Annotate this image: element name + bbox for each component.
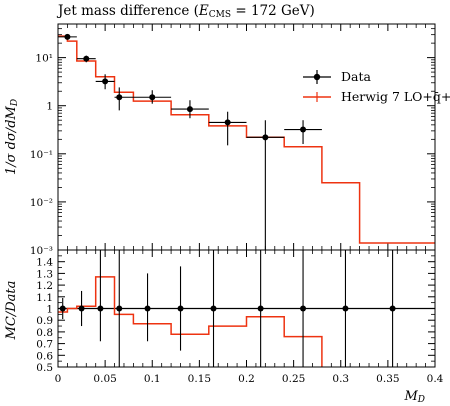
ratio-frame <box>57 249 436 368</box>
x-axis-label: MD <box>403 389 425 405</box>
x-tick-label: 0.35 <box>376 373 399 385</box>
ratio-data-point <box>210 305 217 312</box>
main-panel: 10⁻³ 10⁻² 10⁻¹ 1 10¹ 1/σ dσ/dMD <box>4 23 436 257</box>
main-y-tick-label: 10⁻³ <box>30 245 53 257</box>
legend-label-mc: Herwig 7 LO+q̄+M <box>341 89 450 104</box>
data-point <box>262 134 269 141</box>
data-point <box>300 126 307 133</box>
mc-step-line <box>58 35 435 244</box>
x-tick-label: 0.3 <box>332 373 349 385</box>
x-tick-label: 0.15 <box>188 373 211 385</box>
data-point <box>186 106 193 113</box>
x-tick-labels: 0 0.05 0.1 0.15 0.2 0.25 0.3 0.35 0.4 <box>55 373 444 385</box>
ratio-data-point <box>300 305 307 312</box>
legend: Data Herwig 7 LO+q̄+M <box>303 69 450 104</box>
mc-histogram <box>58 35 435 244</box>
ratio-data-point <box>78 305 85 312</box>
data-point <box>64 33 71 40</box>
x-tick-label: 0 <box>55 373 62 385</box>
ratio-y-tick-label: 0.8 <box>36 327 53 339</box>
ratio-data-point <box>144 305 151 312</box>
x-tick-label: 0.05 <box>93 373 116 385</box>
ratio-mc-step-line <box>58 276 323 367</box>
chart-title: Jet mass difference (ECMS = 172 GeV) <box>56 3 315 20</box>
ratio-y-tick-label: 1.2 <box>36 280 53 292</box>
legend-label-data: Data <box>341 69 371 84</box>
ratio-data-point <box>97 305 104 312</box>
x-tick-label: 0.1 <box>144 373 161 385</box>
x-tick-label: 0.4 <box>427 373 444 385</box>
main-y-axis-label: 1/σ dσ/dMD <box>4 99 20 175</box>
legend-entry-mc: Herwig 7 LO+q̄+M <box>303 89 450 104</box>
ratio-y-tick-label: 1 <box>46 304 53 316</box>
ratio-y-tick-label: 0.6 <box>36 350 53 362</box>
ratio-y-axis-label: MC/Data <box>4 281 19 341</box>
ratio-y-tick-label: 1.4 <box>36 257 53 269</box>
ratio-data-point <box>389 305 396 312</box>
ratio-data-point <box>116 305 123 312</box>
data-point <box>149 94 156 101</box>
ratio-data-point <box>59 305 66 312</box>
ratio-data-point <box>342 305 349 312</box>
main-y-tick-labels: 10⁻³ 10⁻² 10⁻¹ 1 10¹ <box>30 53 53 257</box>
data-point <box>116 94 123 101</box>
data-point <box>102 78 109 85</box>
x-tick-label: 0.25 <box>282 373 305 385</box>
ratio-y-tick-label: 0.5 <box>36 362 53 374</box>
data-point <box>83 55 90 62</box>
ratio-data-points <box>59 250 396 367</box>
data-point <box>224 119 231 126</box>
x-tick-label: 0.2 <box>238 373 255 385</box>
ratio-y-tick-labels: 0.50.60.70.80.911.11.21.31.4 <box>36 257 53 374</box>
ratio-mc-histogram <box>58 276 323 367</box>
legend-data-marker <box>313 73 321 81</box>
data-points <box>58 33 322 250</box>
ratio-data-point <box>257 305 264 312</box>
ratio-y-tick-label: 1.1 <box>36 292 53 304</box>
ratio-panel: 0.50.60.70.80.911.11.21.31.4 0 0.05 0.1 0.1… <box>4 249 444 405</box>
main-y-tick-label: 10⁻² <box>30 197 53 209</box>
ratio-y-tick-label: 0.7 <box>36 339 53 351</box>
main-y-tick-label: 1 <box>46 101 53 113</box>
ratio-data-point <box>177 305 184 312</box>
main-y-tick-label: 10¹ <box>35 53 53 65</box>
legend-entry-data: Data <box>303 69 371 84</box>
main-y-tick-label: 10⁻¹ <box>30 149 53 161</box>
ratio-y-tick-label: 1.3 <box>36 268 53 280</box>
ratio-y-tick-label: 0.9 <box>36 315 53 327</box>
